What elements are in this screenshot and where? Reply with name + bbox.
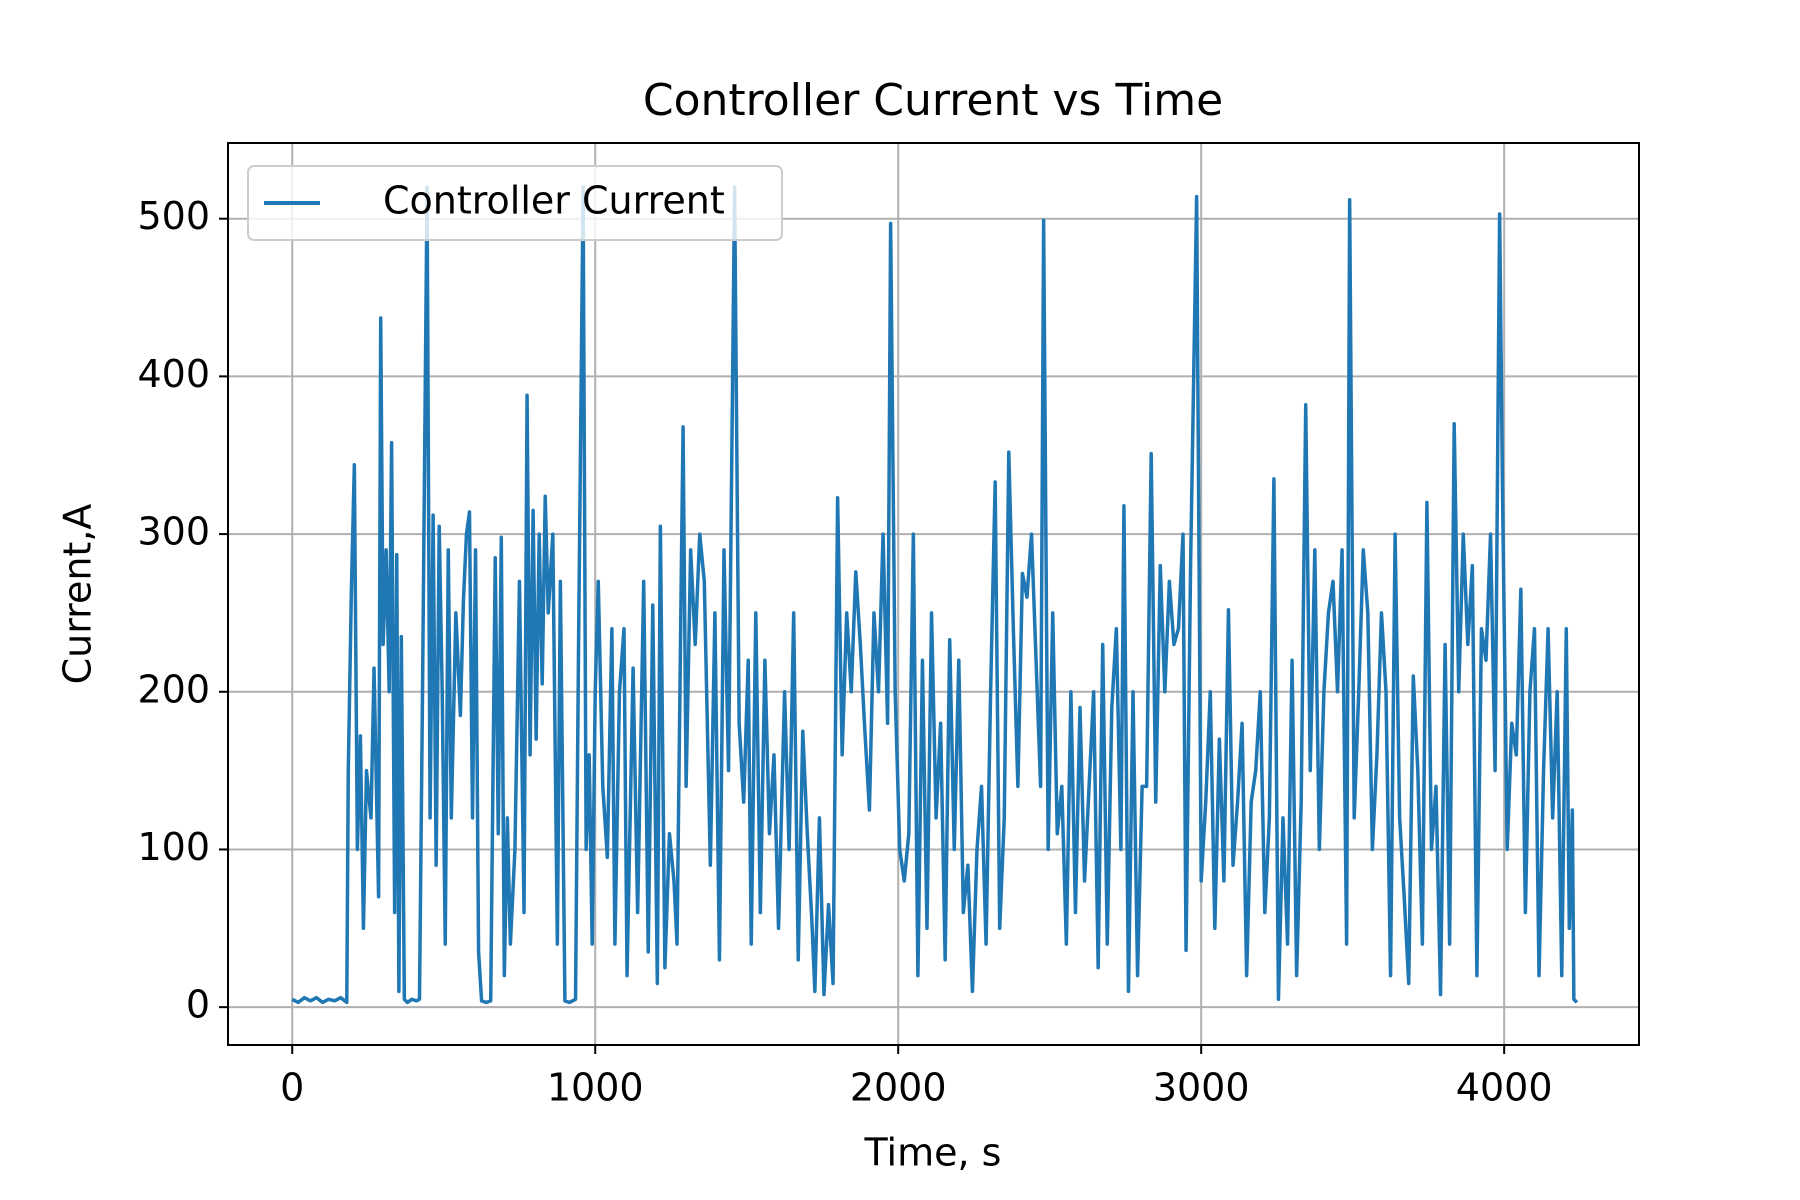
legend-box xyxy=(247,165,783,241)
y-axis-label: Current,A xyxy=(56,504,100,685)
x-tick-label: 0 xyxy=(280,1066,304,1110)
x-tick-label: 1000 xyxy=(547,1066,644,1110)
y-tick-label: 0 xyxy=(186,983,210,1027)
y-tick-label: 100 xyxy=(137,825,210,869)
plot-frame xyxy=(227,142,1640,1046)
y-tick-label: 300 xyxy=(137,510,210,554)
y-tick-label: 200 xyxy=(137,667,210,711)
x-tick-label: 2000 xyxy=(850,1066,947,1110)
legend-label: Controller Current xyxy=(383,179,725,223)
y-tick-label: 400 xyxy=(137,352,210,396)
y-tick-label: 500 xyxy=(137,194,210,238)
data-line xyxy=(291,185,1579,1005)
x-tick-label: 3000 xyxy=(1153,1066,1250,1110)
x-axis-label: Time, s xyxy=(864,1131,1002,1175)
chart-title: Controller Current vs Time xyxy=(643,75,1223,126)
x-tick-label: 4000 xyxy=(1456,1066,1553,1110)
